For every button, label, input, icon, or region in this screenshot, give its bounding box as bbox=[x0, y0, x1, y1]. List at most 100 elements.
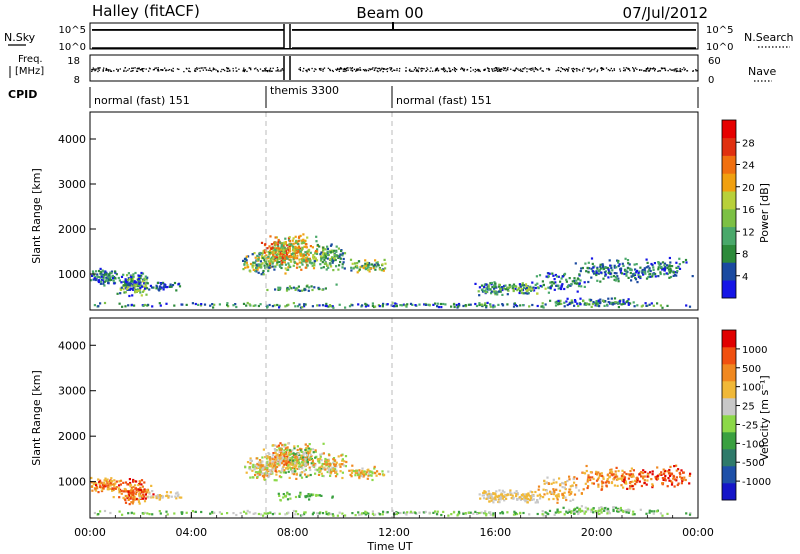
range-time-cell bbox=[306, 264, 309, 267]
range-time-cell bbox=[675, 261, 678, 264]
range-time-cell bbox=[254, 256, 257, 259]
nsky-label: N.Sky bbox=[4, 31, 36, 44]
range-time-cell bbox=[319, 455, 322, 458]
freq-point bbox=[267, 70, 269, 73]
range-time-cell bbox=[168, 285, 172, 288]
range-time-cell bbox=[308, 456, 311, 459]
range-time-cell bbox=[409, 302, 413, 305]
range-time-cell bbox=[584, 262, 587, 265]
range-time-cell bbox=[568, 488, 571, 491]
range-time-cell bbox=[116, 292, 119, 295]
range-time-cell bbox=[612, 275, 616, 278]
range-time-cell bbox=[266, 455, 269, 458]
freq-point bbox=[454, 68, 456, 70]
range-time-cell bbox=[126, 280, 129, 283]
freq-point bbox=[113, 70, 115, 72]
freq-point bbox=[534, 68, 536, 70]
range-time-cell bbox=[257, 258, 260, 261]
freq-point bbox=[243, 70, 246, 73]
range-time-cell bbox=[590, 305, 593, 308]
range-time-cell bbox=[521, 497, 524, 500]
range-time-cell bbox=[133, 283, 136, 286]
range-time-cell bbox=[127, 272, 130, 275]
range-time-cell bbox=[271, 462, 274, 465]
range-time-cell bbox=[531, 281, 534, 284]
range-time-cell bbox=[591, 508, 594, 511]
range-time-cell bbox=[498, 283, 501, 286]
range-time-cell bbox=[247, 255, 250, 258]
range-time-cell bbox=[319, 453, 322, 456]
range-time-cell bbox=[643, 479, 646, 482]
range-time-cell bbox=[556, 303, 560, 306]
range-time-cell bbox=[246, 461, 250, 464]
range-time-cell bbox=[133, 304, 136, 307]
range-time-cell bbox=[493, 492, 496, 495]
range-time-cell bbox=[105, 279, 109, 282]
range-time-cell bbox=[104, 484, 107, 487]
range-time-cell bbox=[370, 474, 373, 477]
range-time-cell bbox=[588, 267, 591, 270]
range-time-cell bbox=[283, 243, 286, 246]
range-time-cell bbox=[688, 305, 692, 308]
range-time-cell bbox=[612, 473, 615, 476]
range-time-cell bbox=[152, 493, 155, 496]
range-time-cell bbox=[268, 458, 271, 461]
freq-point bbox=[534, 67, 536, 69]
range-time-cell bbox=[265, 263, 268, 266]
range-time-cell bbox=[588, 478, 591, 481]
range-time-cell bbox=[122, 496, 125, 499]
range-time-cell bbox=[287, 255, 290, 258]
range-time-cell bbox=[295, 510, 298, 513]
freq-point bbox=[176, 68, 179, 70]
range-time-cell bbox=[257, 512, 260, 516]
range-time-cell bbox=[261, 460, 264, 463]
freq-point bbox=[246, 70, 248, 73]
range-time-cell bbox=[532, 286, 535, 289]
freq-point bbox=[649, 67, 652, 70]
range-time-cell bbox=[649, 471, 652, 474]
range-time-cell bbox=[627, 477, 630, 480]
range-time-cell bbox=[273, 458, 276, 461]
range-time-cell bbox=[645, 304, 648, 307]
range-time-cell bbox=[573, 512, 576, 515]
freq-point bbox=[102, 69, 105, 71]
range-time-cell bbox=[313, 262, 316, 265]
range-time-cell bbox=[326, 247, 329, 250]
range-time-cell bbox=[281, 456, 285, 459]
freq-point bbox=[651, 67, 653, 70]
range-time-cell bbox=[148, 288, 151, 291]
colorbar-tick-label: -500 bbox=[742, 458, 765, 469]
range-time-cell bbox=[607, 268, 610, 271]
range-time-cell bbox=[303, 305, 306, 308]
range-time-cell bbox=[679, 475, 682, 478]
range-time-cell bbox=[617, 259, 620, 263]
range-time-cell bbox=[644, 470, 647, 474]
range-time-cell bbox=[283, 449, 286, 452]
range-time-cell bbox=[295, 251, 298, 254]
freq-point bbox=[147, 70, 150, 72]
freq-point bbox=[679, 70, 681, 73]
range-time-cell bbox=[274, 469, 277, 472]
range-time-cell bbox=[493, 285, 496, 288]
range-time-cell bbox=[381, 304, 384, 307]
range-time-cell bbox=[490, 281, 493, 285]
range-time-cell bbox=[144, 497, 147, 500]
range-time-cell bbox=[369, 474, 372, 477]
range-time-cell bbox=[669, 267, 672, 271]
range-time-cell bbox=[596, 511, 599, 514]
range-time-cell bbox=[570, 299, 573, 302]
range-time-cell bbox=[424, 303, 428, 306]
range-time-cell bbox=[108, 273, 111, 276]
range-time-cell bbox=[570, 510, 573, 513]
range-time-cell bbox=[304, 464, 307, 467]
range-time-cell bbox=[613, 278, 616, 281]
range-time-cell bbox=[304, 443, 307, 446]
range-time-cell bbox=[596, 279, 599, 282]
range-time-cell bbox=[493, 281, 496, 284]
range-time-cell bbox=[126, 283, 129, 287]
range-time-cell bbox=[562, 496, 565, 499]
freq-point bbox=[477, 70, 480, 72]
freq-point bbox=[590, 70, 592, 72]
range-time-cell bbox=[580, 285, 583, 288]
range-time-cell bbox=[626, 300, 629, 303]
